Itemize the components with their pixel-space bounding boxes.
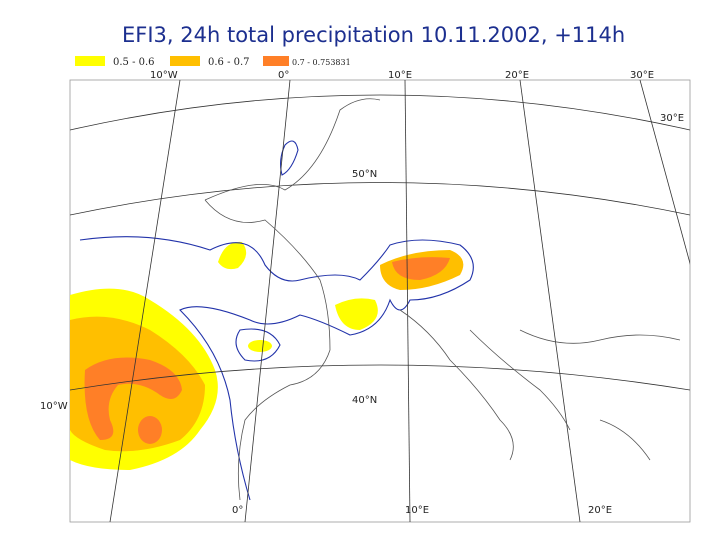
legend-swatch	[170, 56, 200, 66]
lon-label: 0°	[278, 70, 289, 81]
lon-label: 20°E	[505, 70, 529, 81]
lat-label: 40°N	[352, 395, 377, 406]
precip-area	[392, 257, 450, 280]
legend-label: 0.5 - 0.6	[113, 57, 155, 68]
lat-label: 50°N	[352, 169, 377, 180]
legend-label: 0.6 - 0.7	[208, 57, 250, 68]
map-area	[70, 80, 690, 522]
precip-area	[335, 298, 378, 330]
lon-label: 10°W	[150, 70, 178, 81]
precip-area	[218, 241, 247, 270]
legend-swatch	[75, 56, 105, 66]
precip-area	[138, 416, 162, 444]
lon-label: 10°E	[405, 505, 429, 516]
legend-label: 0.7 - 0.753831	[292, 58, 351, 67]
title: EFI3, 24h total precipitation 10.11.2002…	[122, 23, 625, 47]
lon-label: 20°E	[588, 505, 612, 516]
lon-label: 10°W	[40, 401, 68, 412]
lon-label: 10°E	[388, 70, 412, 81]
lon-label: 0°	[232, 505, 243, 516]
lon-label: 30°E	[630, 70, 654, 81]
lon-label: 30°E	[660, 113, 684, 124]
legend-swatch	[263, 56, 289, 66]
precip-area	[248, 340, 272, 352]
